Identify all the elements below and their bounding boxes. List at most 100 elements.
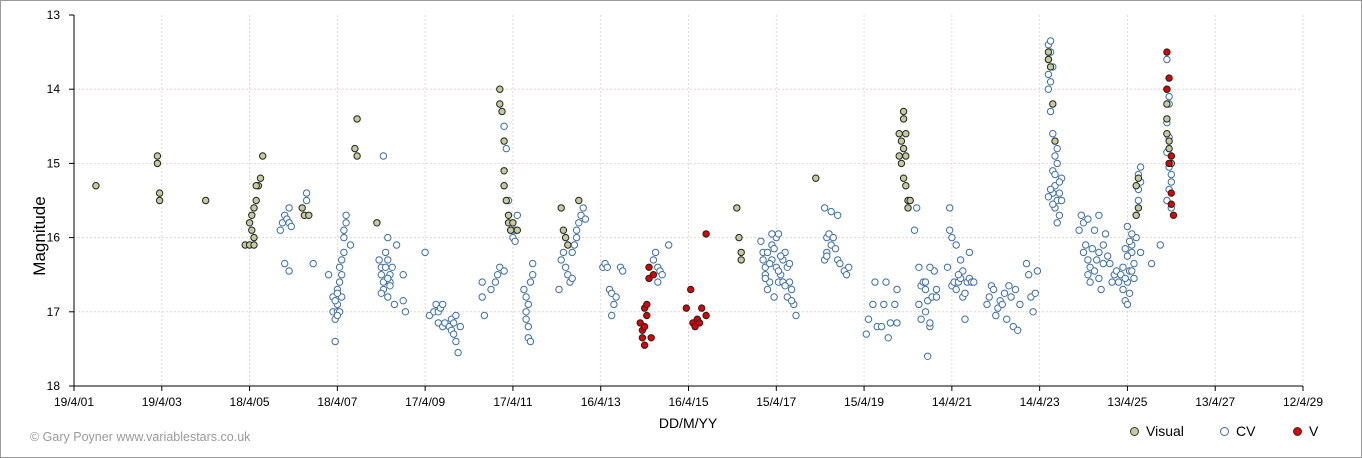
data-point-cv	[570, 241, 579, 249]
data-point-cv	[302, 189, 311, 197]
x-tick-label: 19/4/03	[142, 395, 182, 409]
data-point-cv	[381, 263, 390, 271]
data-point-cv	[1130, 259, 1138, 268]
data-point-cv	[1119, 285, 1127, 294]
data-point-visual	[1134, 204, 1143, 212]
data-point-v	[1169, 211, 1178, 220]
data-point-v	[638, 334, 647, 342]
data-point-visual	[496, 85, 504, 93]
y-tick-label: 16	[47, 231, 61, 245]
data-point-cv	[768, 230, 776, 238]
data-point-cv	[1057, 196, 1066, 205]
data-point-cv	[886, 319, 895, 327]
legend-item-v: V	[1293, 423, 1318, 439]
data-point-cv	[502, 144, 510, 153]
data-point-cv	[421, 248, 429, 257]
data-point-cv	[921, 285, 930, 294]
data-point-cv	[1167, 178, 1176, 186]
data-point-cv	[1075, 226, 1083, 234]
x-tick-label: 13/4/27	[1195, 395, 1235, 409]
data-point-cv	[1082, 241, 1090, 249]
data-point-cv	[864, 315, 873, 323]
data-point-v	[702, 230, 710, 238]
data-point-cv	[340, 233, 348, 242]
data-point-cv	[346, 241, 355, 249]
data-point-cv	[1053, 219, 1061, 227]
data-point-cv	[302, 196, 311, 205]
data-point-cv	[386, 282, 394, 290]
data-point-cv	[1007, 293, 1015, 301]
x-tick-label: 19/4/01	[54, 395, 94, 409]
data-point-cv	[454, 348, 462, 357]
y-tick-label: 15	[47, 156, 61, 170]
data-point-cv	[491, 278, 500, 286]
data-point-cv	[1163, 55, 1171, 64]
data-point-visual	[92, 182, 100, 190]
data-point-cv	[921, 278, 930, 286]
data-point-cv	[998, 300, 1006, 309]
data-point-visual	[1132, 211, 1140, 220]
data-point-cv	[1079, 248, 1088, 257]
data-point-v	[640, 341, 649, 349]
data-point-cv	[926, 319, 934, 327]
data-point-cv	[493, 271, 502, 279]
data-point-visual	[1165, 137, 1173, 145]
data-point-visual	[904, 204, 912, 212]
data-point-visual	[895, 152, 903, 160]
data-point-visual	[561, 233, 570, 242]
data-point-cv	[757, 237, 765, 246]
data-point-cv	[774, 267, 783, 275]
data-point-cv	[785, 259, 794, 268]
x-tick-label: 16/4/15	[668, 395, 708, 409]
data-point-cv	[1128, 267, 1136, 275]
data-point-cv	[1108, 278, 1116, 286]
data-point-visual	[557, 204, 565, 212]
data-point-cv	[342, 211, 350, 220]
data-point-cv	[333, 311, 342, 320]
data-point-cv	[603, 263, 611, 271]
data-point-visual	[897, 137, 906, 145]
data-point-cv	[761, 274, 769, 283]
data-point-visual	[248, 226, 256, 234]
y-tick-label: 13	[47, 8, 61, 22]
data-point-cv	[456, 322, 464, 331]
data-point-cv	[1051, 170, 1059, 179]
y-tick-label: 17	[47, 305, 61, 319]
data-point-cv	[384, 256, 392, 264]
data-point-cv	[342, 219, 350, 227]
x-tick-label: 15/4/17	[756, 395, 796, 409]
data-point-cv	[513, 211, 521, 220]
y-axis-title: Magnitude	[30, 196, 49, 275]
data-point-cv	[983, 300, 991, 309]
data-point-visual	[250, 233, 258, 242]
data-point-cv	[926, 263, 934, 271]
data-point-cv	[285, 267, 293, 275]
data-point-visual	[155, 189, 164, 197]
data-point-visual	[298, 204, 306, 212]
data-point-cv	[1000, 289, 1009, 297]
data-point-cv	[915, 300, 923, 309]
data-point-cv	[965, 248, 974, 257]
data-point-cv	[1125, 237, 1134, 246]
data-point-cv	[1090, 267, 1099, 275]
data-point-cv	[893, 285, 901, 294]
data-point-cv	[1005, 282, 1013, 290]
data-point-visual	[1049, 100, 1057, 108]
data-point-visual	[899, 174, 908, 182]
data-point-cv	[1016, 300, 1024, 309]
data-point-visual	[1163, 130, 1171, 138]
data-point-v	[645, 263, 653, 271]
data-point-v	[1165, 74, 1173, 82]
legend-label-v: V	[1309, 423, 1319, 439]
data-point-cv	[884, 334, 892, 342]
data-point-visual	[202, 196, 210, 205]
data-point-visual	[902, 182, 910, 190]
data-point-cv	[379, 152, 388, 160]
data-point-cv	[608, 311, 616, 320]
data-point-cv	[612, 293, 620, 301]
data-point-cv	[777, 252, 785, 260]
data-point-cv	[1084, 271, 1092, 279]
data-point-visual	[575, 196, 583, 205]
data-point-cv	[961, 289, 969, 297]
data-point-cv	[335, 263, 344, 271]
